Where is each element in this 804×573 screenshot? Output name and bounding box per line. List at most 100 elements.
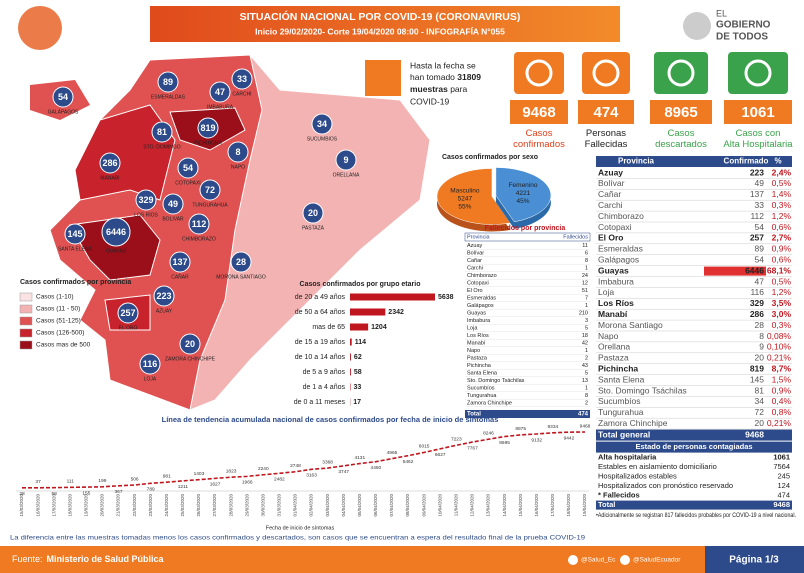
trend-value: 7223 [451,437,462,443]
table-confirmed: 819 [750,363,764,373]
trend-value: 58 [51,491,57,497]
deaths-province: Pastaza [467,355,488,361]
status-value: 245 [777,472,790,481]
province-bubble [231,68,253,90]
trend-date: 20/03/2020 [100,494,105,517]
deaths-value: 12 [582,280,588,286]
trend-value: 155 [82,490,90,496]
table-confirmed: 8 [759,331,764,341]
trend-date: 11/04/2020 [454,494,459,517]
table-percent: 0,6% [772,254,792,264]
tests-text: han tomado 31809 [410,72,481,82]
table-province: Manabí [598,309,628,319]
kpi-label-line: Casos [526,128,553,139]
province-name: EL ORO [119,325,138,331]
status-label: Estables en aislamiento domiciliario [598,462,717,471]
province-value: 112 [192,219,207,229]
kpi-label: Casos descartados [655,128,707,150]
deaths-value: 1 [585,348,588,354]
tests-unit: muestras [410,84,448,94]
table-province: Pastaza [598,353,629,363]
province-value: 257 [120,308,135,318]
age-label: de 0 a 11 meses [294,399,346,406]
trend-value: 9334 [547,424,558,430]
trend-value: 199 [98,478,106,484]
province-value: 20 [308,208,318,218]
table-province: Tungurahua [598,407,644,417]
province-value: 116 [143,359,158,369]
table-province: Sto. Domingo Tsáchilas [598,385,687,395]
deaths-province: Chimborazo [467,273,497,279]
deaths-total-label: Total [467,412,481,418]
kpi-label: Casos confirmados [513,128,565,150]
logo-emblem [683,12,711,40]
province-name: AZUAY [156,308,173,314]
kpi-icon-glyph [525,59,553,87]
table-province: Zamora Chinchipe [598,418,668,428]
footer-facebook: @SaludEcuador [633,557,681,564]
province-bubble [52,86,74,108]
tests-text: muestras para [410,84,467,94]
logo-text: GOBIERNO [716,20,771,31]
trend-value: 5462 [403,459,414,465]
province-value: 49 [168,199,178,209]
province-bubble [151,121,173,143]
legend-title: Casos confirmados por provincia [20,279,131,286]
kpi-value: 8965 [664,104,697,121]
trend-value: 6627 [435,452,446,458]
province-bubble [311,113,333,135]
kpi-label-line: Alta Hospitalaria [723,139,793,150]
age-value: 1204 [371,324,387,331]
trend-date: 08/04/2020 [405,494,410,517]
kpi-label: Casos con Alta Hospitalaria [723,128,793,150]
province-name: IMBABURA [207,104,234,110]
trend-value: 7767 [467,445,478,451]
status-total-label: Total [598,500,615,509]
kpi-icon-glyph [592,59,620,87]
province-value: 28 [236,257,246,267]
deaths-province: Santa Elena [467,370,498,376]
table-percent: 0,10% [767,342,792,352]
facebook-icon [620,555,630,565]
trend-value: 4131 [354,455,365,461]
province-bubble [197,117,219,139]
age-value: 33 [353,384,361,391]
table-percent: 0,4% [772,396,792,406]
table-confirmed: 89 [755,244,765,254]
tests-value: 31809 [457,72,481,82]
table-province: Guayas [598,265,629,275]
table-percent: 2,7% [772,233,792,243]
table-province: Loja [598,287,614,297]
age-value: 58 [354,369,362,376]
table-confirmed: 137 [750,189,764,199]
deaths-province: Napo [467,348,480,354]
trend-date: 29/03/2020 [244,494,249,517]
deaths-value: 1 [585,385,588,391]
table-confirmed: 257 [750,233,764,243]
province-bubble [169,251,191,273]
table-percent: 0,3% [772,200,792,210]
province-name: TUNGURAHUA [192,202,228,208]
table-province: Carchi [598,200,623,210]
age-value: 2342 [388,309,404,316]
province-value: 145 [67,229,82,239]
table-percent: 0,5% [772,178,792,188]
trend-value: 1823 [226,468,237,474]
age-label: de 5 a 9 años [303,369,346,376]
trend-date: 02/04/2020 [309,494,314,517]
trend-date: 24/03/2020 [164,494,169,517]
legend-swatch [19,304,33,314]
trend-date: 16/04/2020 [534,494,539,517]
kpi-icon [728,52,788,94]
footer-source: Fuente: Ministerio de Salud Pública [12,554,165,564]
status-value: 7564 [773,462,790,471]
province-value: 54 [183,163,193,173]
table-percent: 3,0% [772,309,792,319]
age-chart-title: Casos confirmados por grupo etario [300,281,421,288]
kpi-value-box [510,100,568,124]
trend-date: 18/03/2020 [67,494,72,517]
province-value: 34 [317,119,327,129]
legend-swatch [19,328,33,338]
trend-value: 2482 [274,477,285,483]
province-name: CARCHI [232,91,251,97]
